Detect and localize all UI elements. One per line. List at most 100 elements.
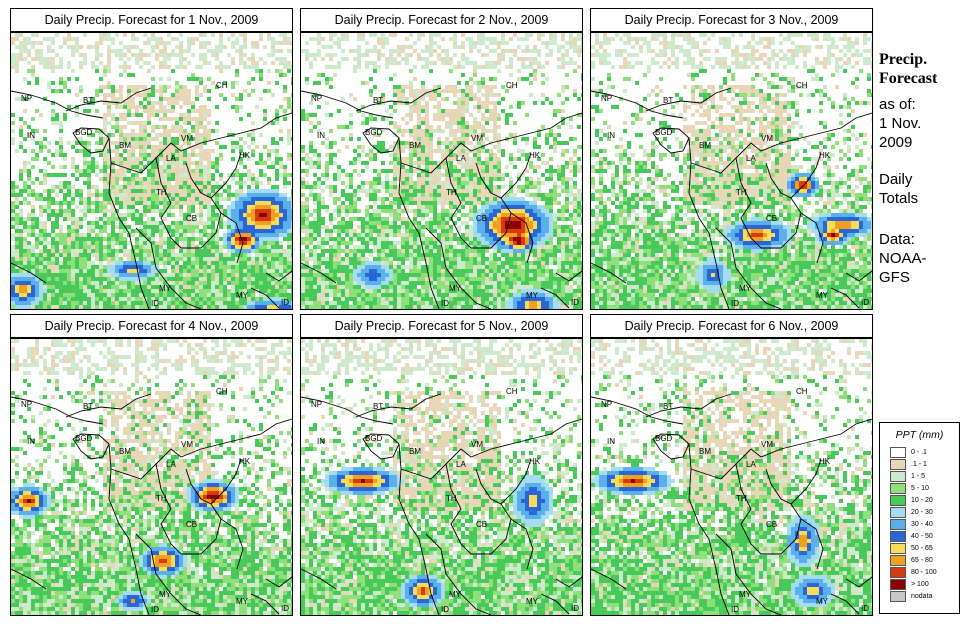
country-label-id: ID: [571, 298, 579, 307]
country-label-my: MY: [159, 590, 172, 599]
border-line: [301, 396, 394, 425]
country-label-th: TH: [446, 188, 457, 197]
border-line: [65, 87, 152, 112]
country-label-ch: CH: [216, 81, 228, 90]
country-label-bgd: BGD: [75, 128, 93, 137]
data-line1: Data:: [879, 231, 915, 248]
country-label-np: NP: [21, 94, 32, 103]
border-line: [540, 593, 570, 615]
border-line: [591, 568, 627, 590]
border-line: [591, 396, 684, 425]
border-line: [690, 418, 872, 480]
legend-label: 50 - 65: [911, 545, 933, 552]
border-line: [800, 212, 824, 264]
country-label-th: TH: [446, 494, 457, 503]
country-label-hk: HK: [819, 151, 831, 160]
country-label-id: ID: [731, 605, 739, 614]
panel-title: Daily Precip. Forecast for 1 Nov., 2009: [10, 8, 293, 32]
country-label-ch: CH: [216, 387, 228, 396]
border-line: [355, 87, 442, 112]
border-line: [645, 393, 732, 418]
border-line: [155, 157, 222, 249]
legend-label: 0 - .1: [911, 449, 927, 456]
country-label-id: ID: [571, 604, 579, 613]
border-line: [11, 396, 104, 425]
country-label-hk: HK: [239, 457, 251, 466]
legend-swatch: [890, 495, 906, 506]
country-label-la: LA: [746, 154, 756, 163]
legend-label: .1 - 1: [911, 461, 927, 468]
border-line: [110, 112, 292, 174]
legend-label: 10 - 20: [911, 497, 933, 504]
precip-map: NP BT BGD IN BM CH VM LA TH CB MY ID HK MY ID: [590, 338, 873, 616]
legend-swatch: [890, 507, 906, 518]
legend-label: 80 - 100: [911, 569, 937, 576]
country-label-bm: BM: [119, 141, 131, 150]
country-label-my: MY: [236, 291, 249, 300]
legend-label: nodata: [911, 593, 933, 600]
data-source-note: Data: NOAA- GFS: [879, 230, 927, 287]
side-title-line2: Forecast: [879, 70, 938, 87]
border-line: [108, 443, 150, 615]
legend-label: 65 - 80: [911, 557, 933, 564]
country-label-np: NP: [601, 400, 612, 409]
legend-swatch: [890, 483, 906, 494]
country-label-la: LA: [746, 460, 756, 469]
country-label-my: MY: [159, 284, 172, 293]
border-line: [210, 458, 242, 505]
border-line: [65, 393, 152, 418]
border-line: [510, 212, 534, 264]
daily-line2: Totals: [879, 190, 919, 207]
country-label-ch: CH: [506, 387, 518, 396]
country-label-my: MY: [816, 597, 829, 606]
border-line: [591, 90, 684, 119]
border-line: [301, 90, 394, 119]
country-label-vm: VM: [181, 440, 193, 449]
country-label-vm: VM: [471, 440, 483, 449]
country-label-in: IN: [607, 437, 615, 446]
country-label-my: MY: [526, 597, 539, 606]
border-line: [265, 270, 292, 282]
country-label-id: ID: [441, 605, 449, 614]
border-line: [845, 270, 872, 282]
border-line: [135, 533, 202, 615]
country-label-vm: VM: [761, 134, 773, 143]
precip-map: NP BT BGD IN BM CH VM LA TH CB MY ID HK MY ID: [10, 32, 293, 310]
country-label-cb: CB: [186, 520, 197, 529]
legend-swatch: [890, 447, 906, 458]
legend-swatch: [890, 555, 906, 566]
border-line: [11, 262, 47, 284]
country-label-np: NP: [311, 400, 322, 409]
country-label-vm: VM: [471, 134, 483, 143]
country-label-th: TH: [156, 188, 167, 197]
border-line: [688, 443, 730, 615]
country-label-cb: CB: [476, 520, 487, 529]
country-label-in: IN: [317, 437, 325, 446]
country-label-th: TH: [156, 494, 167, 503]
country-label-bgd: BGD: [365, 128, 383, 137]
border-line: [110, 418, 292, 480]
country-label-in: IN: [317, 131, 325, 140]
country-label-my: MY: [739, 284, 752, 293]
precip-map: NP BT BGD IN BM CH VM LA TH CB MY ID HK MY ID: [300, 32, 583, 310]
panel-title: Daily Precip. Forecast for 6 Nov., 2009: [590, 314, 873, 338]
country-label-cb: CB: [476, 214, 487, 223]
border-line: [362, 433, 400, 460]
border-line: [652, 127, 690, 154]
country-label-my: MY: [816, 291, 829, 300]
country-label-bt: BT: [83, 402, 93, 411]
country-label-id: ID: [281, 298, 289, 307]
country-label-th: TH: [736, 494, 747, 503]
country-label-bgd: BGD: [655, 434, 673, 443]
country-label-hk: HK: [819, 457, 831, 466]
country-label-hk: HK: [239, 151, 251, 160]
panel-title: Daily Precip. Forecast for 5 Nov., 2009: [300, 314, 583, 338]
border-line: [11, 90, 104, 119]
border-line: [400, 418, 582, 480]
country-label-cb: CB: [766, 214, 777, 223]
side-title-line1: Precip.: [879, 51, 928, 68]
border-line: [555, 270, 582, 282]
